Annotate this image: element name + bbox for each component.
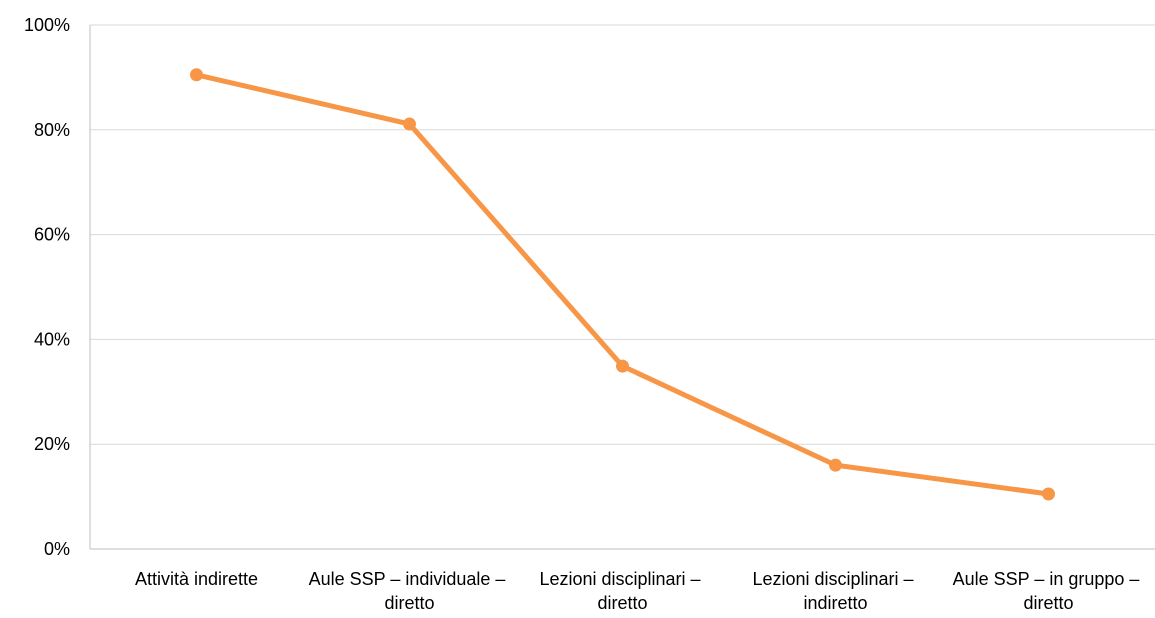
y-tick-label: 80% bbox=[34, 120, 70, 140]
point bbox=[616, 359, 629, 373]
point bbox=[829, 458, 842, 472]
y-tick-label: 100% bbox=[24, 15, 70, 35]
point bbox=[1042, 487, 1055, 501]
point bbox=[190, 68, 203, 82]
y-tick-label: 40% bbox=[34, 329, 70, 349]
x-tick-label: Lezioni disciplinari – diretto bbox=[539, 569, 705, 613]
line bbox=[195, 72, 1049, 497]
x-tick-label: Aule SSP – individuale – diretto bbox=[309, 569, 511, 613]
y-tick-label: 20% bbox=[34, 434, 70, 454]
point bbox=[403, 117, 416, 131]
y-tick-label: 60% bbox=[34, 225, 70, 245]
y-tick-label: 0% bbox=[44, 539, 70, 559]
x-tick-label: Aule SSP – in gruppo – diretto bbox=[953, 569, 1145, 613]
x-tick-label: Lezioni disciplinari – indiretto bbox=[752, 569, 918, 613]
x-tick-label: Attività indirette bbox=[135, 569, 258, 589]
